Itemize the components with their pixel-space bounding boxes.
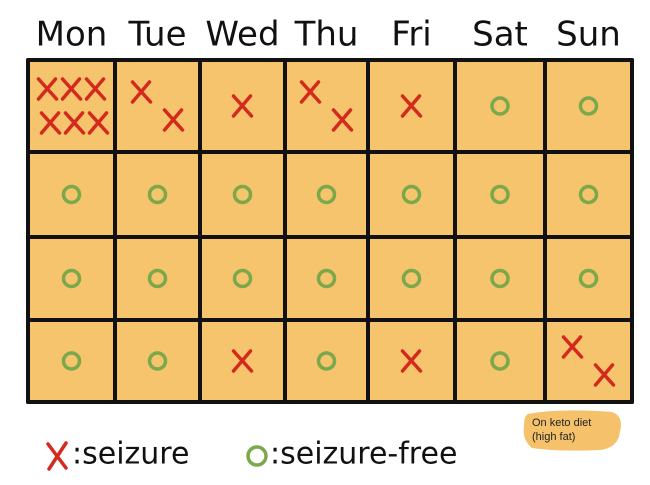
seizure-free-mark (490, 96, 510, 116)
seizure-free-mark (316, 184, 337, 205)
seizure-free-mark (490, 268, 510, 289)
seizure-free-mark (61, 268, 82, 289)
seizure-mark (162, 108, 185, 132)
seizure-mark (593, 363, 616, 387)
day-label: Wed (205, 15, 279, 55)
day-label: Tue (127, 15, 186, 55)
seizure-mark (87, 111, 110, 135)
legend-label: :seizure-free (270, 437, 457, 472)
calendar-grid (26, 58, 634, 404)
note: On keto diet (high fat) (523, 410, 621, 451)
seizure-mark (39, 111, 62, 135)
seizure-mark (130, 80, 153, 104)
legend-o-icon (246, 445, 268, 467)
seizure-free-mark (232, 184, 253, 205)
legend-x-icon (46, 441, 68, 471)
note-blob (523, 410, 621, 451)
seizure-mark (36, 77, 59, 101)
seizure-free-mark (401, 268, 422, 289)
seizure-free-mark (147, 268, 168, 289)
seizure-mark (231, 94, 254, 118)
note-line: (high fat) (532, 431, 575, 443)
note-line: On keto diet (532, 417, 591, 429)
seizure-free-mark (316, 351, 337, 371)
seizure-mark (299, 80, 322, 104)
day-label: Mon (36, 15, 108, 55)
seizure-free-mark (232, 268, 253, 289)
seizure-mark (231, 349, 254, 373)
seizure-free-mark (401, 184, 422, 205)
seizure-mark (63, 111, 86, 135)
day-label: Thu (294, 15, 359, 55)
seizure-free-mark (578, 268, 599, 289)
calendar-background (28, 60, 632, 402)
seizure-free-mark (147, 351, 168, 371)
seizure-mark (561, 335, 584, 359)
seizure-free-mark (61, 184, 82, 205)
legend-label: :seizure (72, 437, 189, 472)
seizure-free-mark (490, 184, 510, 205)
seizure-free-mark (578, 184, 599, 205)
seizure-free-mark (61, 351, 82, 371)
seizure-mark (400, 94, 423, 118)
day-label: Sun (556, 15, 621, 55)
seizure-free-mark (490, 351, 510, 371)
day-label: Sat (472, 15, 528, 55)
seizure-free-mark (316, 268, 337, 289)
x-stroke (47, 441, 68, 471)
seizure-mark (60, 77, 83, 101)
day-label: Fri (391, 15, 432, 55)
seizure-mark (331, 108, 354, 132)
seizure-mark (400, 349, 423, 373)
seizure-mark (84, 77, 107, 101)
legend: :seizure :seizure-free (46, 437, 457, 472)
seizure-free-mark (147, 184, 168, 205)
seizure-free-mark (578, 96, 599, 116)
